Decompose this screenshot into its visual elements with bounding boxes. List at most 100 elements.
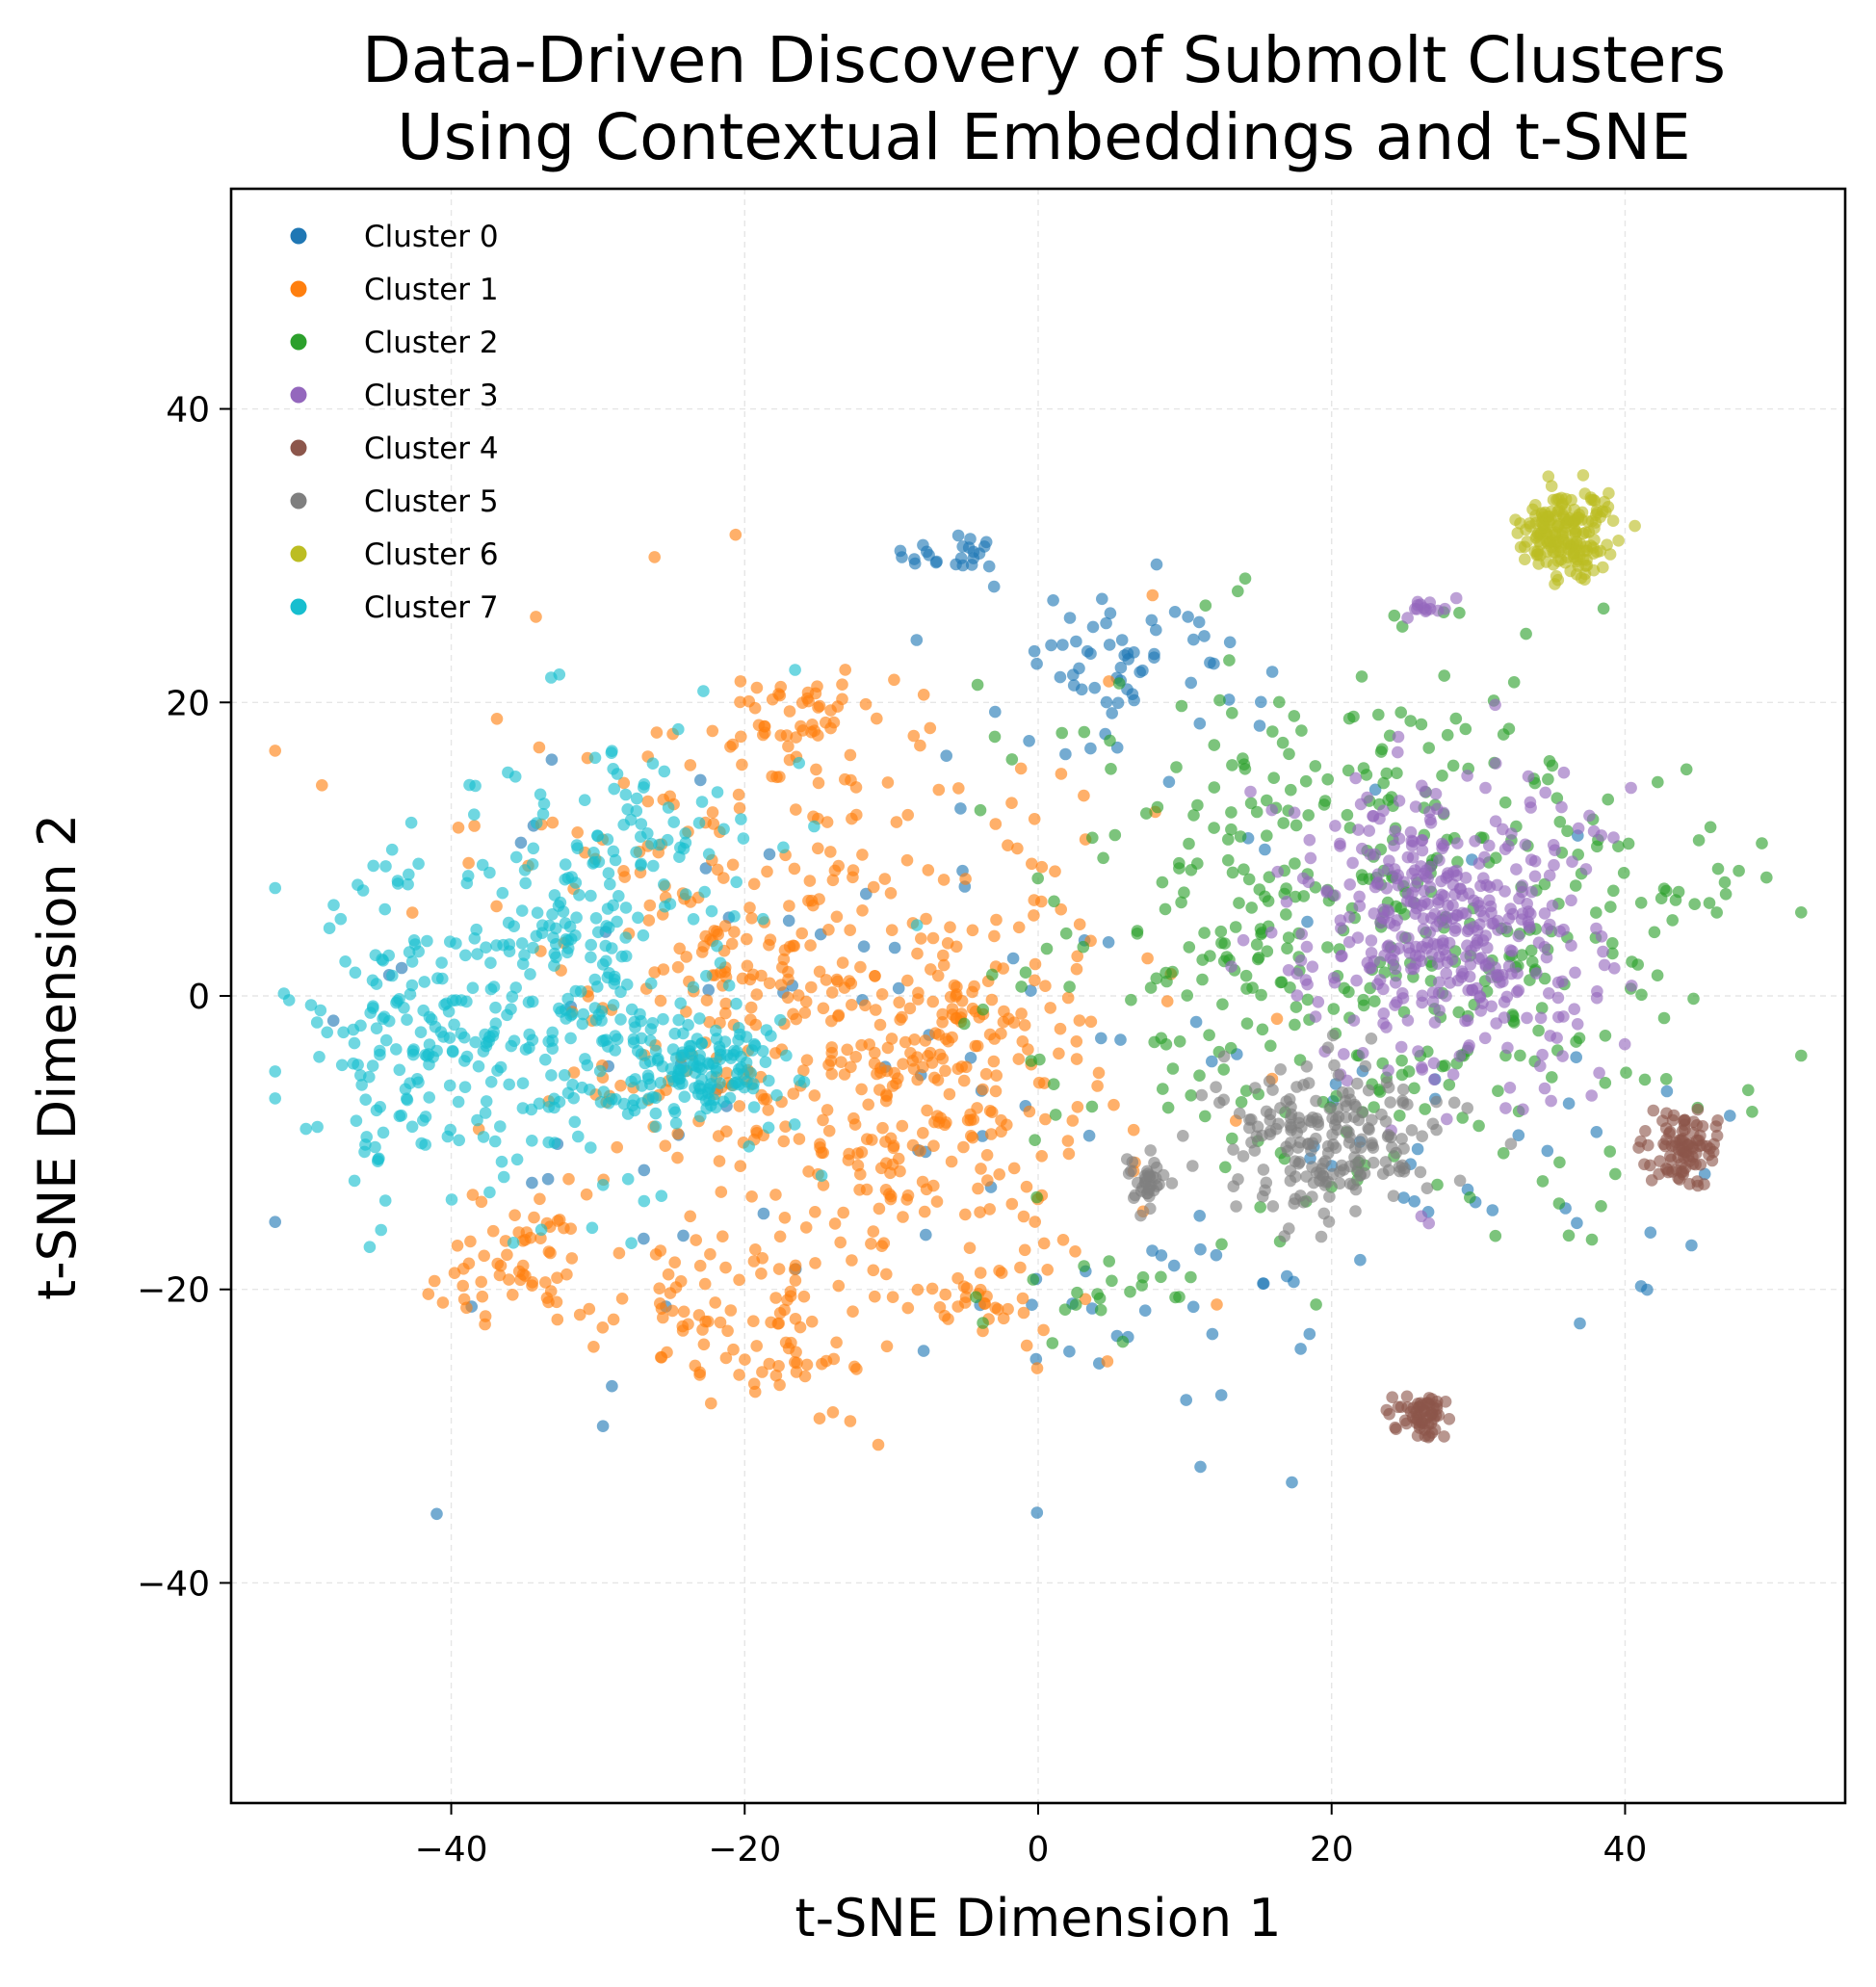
point-c1-b1-114 — [809, 1206, 821, 1218]
point-c2-b0-422 — [1226, 759, 1238, 771]
point-c7-b3-66 — [687, 913, 700, 926]
point-c7-b1-88 — [627, 1036, 640, 1049]
series-5 — [1121, 1029, 1518, 1243]
point-c3-b0-342 — [1489, 961, 1501, 974]
point-c7-b2-75 — [423, 1091, 436, 1104]
point-c0-b4-20 — [1408, 1195, 1420, 1208]
point-c2-b1-16 — [1027, 1273, 1040, 1286]
y-tick-label-3: 20 — [166, 684, 210, 723]
point-c1-b1-193 — [826, 874, 840, 887]
point-c7-b1-84 — [730, 1076, 743, 1089]
point-c2-b0-329 — [1185, 1089, 1197, 1102]
point-c2-b0-4 — [1585, 1233, 1599, 1246]
point-c1-b1-282 — [998, 1005, 1010, 1018]
point-c2-b0-334 — [1514, 1049, 1526, 1062]
point-c5-b0-127 — [1283, 1222, 1295, 1235]
point-c0-b1-17 — [1111, 696, 1125, 710]
point-c2-b0-166 — [1602, 793, 1614, 806]
point-c1-b0-106 — [571, 826, 584, 839]
point-c1-b1-251 — [1160, 995, 1174, 1007]
point-c1-b0-57 — [468, 820, 481, 832]
point-c1-b2-24 — [820, 716, 832, 729]
point-c7-b0-248 — [644, 1023, 658, 1035]
point-c7-b1-121 — [737, 1068, 750, 1081]
point-c2-b0-209 — [1599, 1030, 1612, 1042]
point-c3-b0-406 — [1466, 983, 1478, 997]
point-c1-b0-234 — [792, 989, 805, 1002]
point-c1-b0-186 — [807, 810, 820, 824]
point-c1-b0-127 — [713, 1155, 726, 1167]
point-c0-b0-21 — [896, 551, 908, 563]
point-c2-b0-165 — [1208, 781, 1221, 794]
point-c7-b3-55 — [637, 928, 650, 942]
point-c2-b0-192 — [1436, 770, 1448, 782]
point-c0-b2-45 — [1155, 1249, 1168, 1262]
point-c1-b4-10 — [789, 1274, 802, 1287]
point-c1-b5-8 — [911, 1073, 924, 1086]
point-c5-b0-35 — [1405, 1124, 1419, 1137]
point-c7-b3-60 — [508, 771, 522, 783]
point-c2-b0-347 — [1490, 851, 1502, 864]
point-c3-b0-263 — [1288, 806, 1301, 820]
point-c2-b0-170 — [1456, 1111, 1469, 1124]
point-c7-b1-114 — [734, 1028, 746, 1041]
point-c1-b1-291 — [763, 977, 776, 990]
point-c3-b0-343 — [1491, 878, 1503, 892]
point-c7-b1-75 — [672, 1013, 685, 1027]
point-c5-b0-185 — [1213, 1096, 1226, 1110]
point-c7-b3-17 — [625, 1003, 638, 1016]
point-c2-b0-302 — [1040, 942, 1054, 955]
point-c7-b0-218 — [584, 1084, 596, 1096]
point-c7-b0-149 — [577, 1007, 589, 1021]
point-c0-b2-26 — [1006, 952, 1020, 965]
point-c5-b1-24 — [1121, 1153, 1133, 1165]
point-c1-b1-32 — [1062, 1147, 1076, 1161]
point-c1-b0-222 — [849, 781, 863, 794]
point-c7-b2-25 — [386, 969, 399, 982]
point-c2-b0-318 — [1372, 708, 1385, 721]
point-c7-b3-78 — [561, 934, 574, 947]
point-c7-b0-11 — [561, 992, 574, 1006]
point-c3-b0-337 — [1446, 1068, 1460, 1081]
point-c1-b0-36 — [828, 864, 842, 877]
point-c3-b0-126 — [1546, 900, 1559, 912]
point-c2-b0-327 — [1443, 1079, 1456, 1091]
point-c3-b0-376 — [1406, 851, 1420, 864]
point-c2-b0-164 — [1368, 1101, 1380, 1113]
point-c7-b3-22 — [631, 792, 643, 805]
point-c5-b0-156 — [1306, 1190, 1318, 1203]
point-c2-b0-355 — [1160, 975, 1173, 988]
point-c2-b0-437 — [1357, 993, 1369, 1007]
point-c3-b0-65 — [1412, 1045, 1424, 1058]
point-c1-b6-14 — [991, 1303, 1004, 1316]
point-c2-b0-271 — [1375, 743, 1389, 756]
point-c2-b0-6 — [1029, 1134, 1041, 1146]
point-c1-b1-166 — [834, 1236, 847, 1249]
point-c2-b0-117 — [1441, 728, 1454, 742]
point-c2-b0-410 — [1297, 890, 1311, 902]
series-3 — [1225, 591, 1638, 1230]
point-c5-b1-31 — [1132, 1176, 1144, 1190]
point-c3-b0-137 — [1557, 766, 1571, 779]
point-c2-b0-339 — [1256, 927, 1268, 939]
point-c1-b1-255 — [885, 1190, 898, 1203]
point-c1-b2-35 — [871, 712, 883, 725]
point-c3-b0-61 — [1433, 853, 1446, 867]
x-tick-label-2: 0 — [1028, 1830, 1050, 1869]
point-c7-b0-192 — [503, 938, 516, 951]
point-c2-b0-180 — [1283, 747, 1295, 761]
point-c3-b0-71 — [1608, 962, 1621, 975]
point-c1-b1-172 — [886, 1291, 899, 1303]
point-c3-b0-412 — [1290, 989, 1304, 1002]
point-c7-b2-43 — [348, 1036, 361, 1050]
point-c1-b4-82 — [696, 1323, 709, 1336]
point-c0-b3-12 — [1186, 1300, 1200, 1314]
point-c1-b6-12 — [974, 1267, 987, 1279]
point-c1-b3-16 — [476, 1290, 489, 1303]
point-c1-b0-88 — [1073, 1014, 1086, 1027]
point-c1-b5-14 — [977, 1083, 989, 1096]
point-c2-b2-6 — [1711, 862, 1725, 876]
point-c5-b0-125 — [1310, 1094, 1322, 1108]
point-c2-b0-60 — [1232, 585, 1244, 598]
